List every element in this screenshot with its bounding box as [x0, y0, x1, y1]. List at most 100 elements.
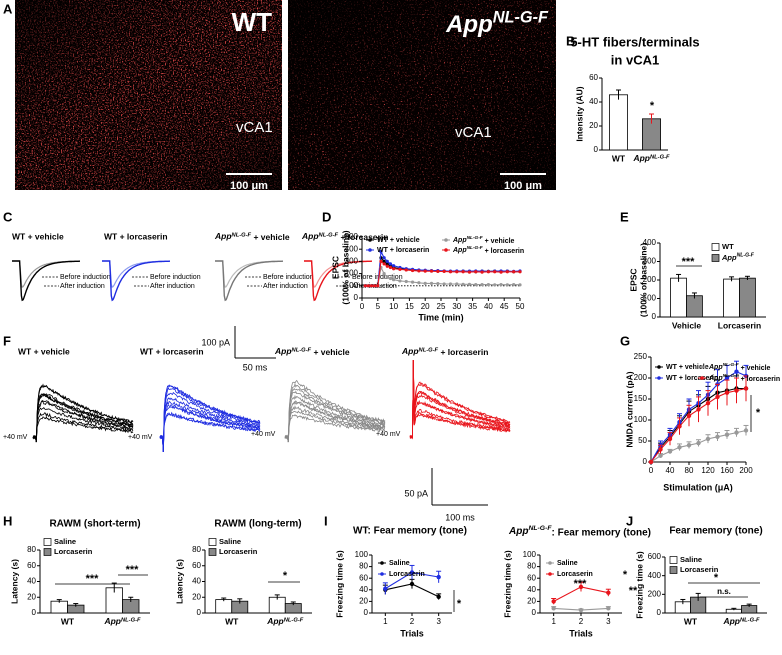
error-bar [695, 592, 701, 601]
text-part: App [632, 153, 650, 163]
y-tick-label: 0 [364, 608, 369, 617]
x-tick-label: WT [684, 616, 698, 626]
nmda-trace [159, 411, 261, 453]
point [518, 270, 522, 274]
text-part: App [401, 346, 419, 356]
legend-label: Saline [54, 537, 76, 546]
text-part: App [722, 616, 740, 626]
nmda-trace [284, 400, 386, 443]
nmda-trace [284, 410, 386, 443]
point [442, 269, 446, 274]
error-bar [616, 89, 621, 100]
text-part: App [708, 364, 723, 371]
text-part: NL-G-F [737, 253, 755, 259]
point [448, 270, 453, 274]
text-part: + vehicle [739, 365, 771, 372]
point [696, 407, 701, 412]
x-tick-label: 40 [666, 466, 675, 475]
y-tick-label: 60 [27, 561, 36, 570]
point [578, 584, 584, 590]
point [474, 282, 478, 287]
point [606, 590, 611, 595]
point [474, 270, 478, 274]
text-part: NL-G-F [650, 154, 670, 160]
point [667, 449, 673, 454]
trace-after [12, 260, 80, 302]
point [493, 270, 497, 274]
legend-label: Saline [219, 537, 241, 546]
point [512, 282, 516, 287]
chart-title: RAWM (short-term) [49, 519, 140, 530]
significance: * [457, 598, 462, 610]
point [388, 265, 393, 270]
nmda-trace [409, 359, 511, 439]
x-tick-label: 40 [484, 302, 493, 311]
point [724, 432, 730, 437]
legend-label: AppNL-G-F + vehicle [452, 235, 515, 245]
x-tick-label: WT [612, 153, 626, 163]
y-tick-label: 40 [192, 577, 201, 586]
text-part: + vehicle [311, 347, 350, 357]
point [696, 440, 701, 446]
text-part: NL-G-F [467, 245, 483, 251]
text-part: + vehicle [483, 238, 515, 245]
legend-marker [657, 365, 661, 369]
y-tick-label: 400 [345, 244, 359, 253]
x-tick-label: WT [225, 616, 239, 626]
genotype-label: WT [232, 7, 273, 37]
error-bar [731, 607, 737, 611]
point [734, 430, 739, 435]
legend-label: Lorcaserin [219, 547, 258, 556]
point [505, 270, 509, 274]
region-label: vCA1 [236, 119, 273, 136]
point [436, 594, 441, 599]
panel-label: A [3, 1, 13, 16]
panel-label: D [322, 209, 331, 224]
point [392, 278, 396, 282]
point [505, 283, 509, 287]
panel-label: G [620, 333, 630, 348]
trace-legend: Before induction [352, 274, 403, 281]
bar [50, 600, 68, 614]
error-bar [746, 603, 752, 607]
text-part: NL-G-F [740, 617, 760, 623]
text-part: : Fear memory (tone) [552, 527, 651, 538]
point [417, 281, 421, 285]
condition-label: AppNL-G-F + lorcaserin [301, 231, 388, 242]
legend-swatch [669, 556, 678, 564]
x-tick-label: 15 [405, 302, 414, 311]
x-tick-label: 5 [376, 302, 381, 311]
y-tick-label: 200 [345, 269, 359, 278]
y-tick-label: 400 [648, 571, 662, 580]
point [461, 282, 465, 286]
y-tick-label: 100 [643, 294, 657, 303]
bar [739, 277, 756, 318]
text-part: NL-G-F [284, 617, 304, 623]
legend-label: Lorcaserin [680, 565, 719, 574]
nmda-trace [32, 412, 134, 443]
legend-marker [380, 561, 384, 565]
nmda-trace [409, 359, 511, 439]
point [436, 574, 441, 580]
point [658, 447, 663, 452]
legend-label: WT + lorcaserin [666, 375, 718, 382]
nmda-trace [32, 383, 134, 443]
y-axis-label: (100% of baseline) [340, 230, 350, 304]
point [382, 259, 386, 263]
x-tick-label: 1 [551, 617, 556, 626]
point [404, 268, 408, 272]
y-tick-label: 0 [532, 608, 537, 617]
point [369, 284, 374, 288]
y-tick-label: 300 [643, 257, 657, 266]
panel-label: B [566, 33, 575, 48]
x-tick-label: 1 [383, 617, 388, 626]
y-tick-label: 400 [643, 238, 657, 247]
x-tick-label: AppNL-G-F [266, 616, 304, 626]
text-part: NL-G-F [292, 347, 312, 353]
scale-label: 100 ms [445, 512, 475, 522]
y-tick-label: 40 [27, 577, 36, 586]
y-tick-label: 0 [657, 608, 662, 617]
y-tick-label: 600 [648, 552, 662, 561]
point [410, 280, 415, 284]
point [379, 250, 383, 254]
